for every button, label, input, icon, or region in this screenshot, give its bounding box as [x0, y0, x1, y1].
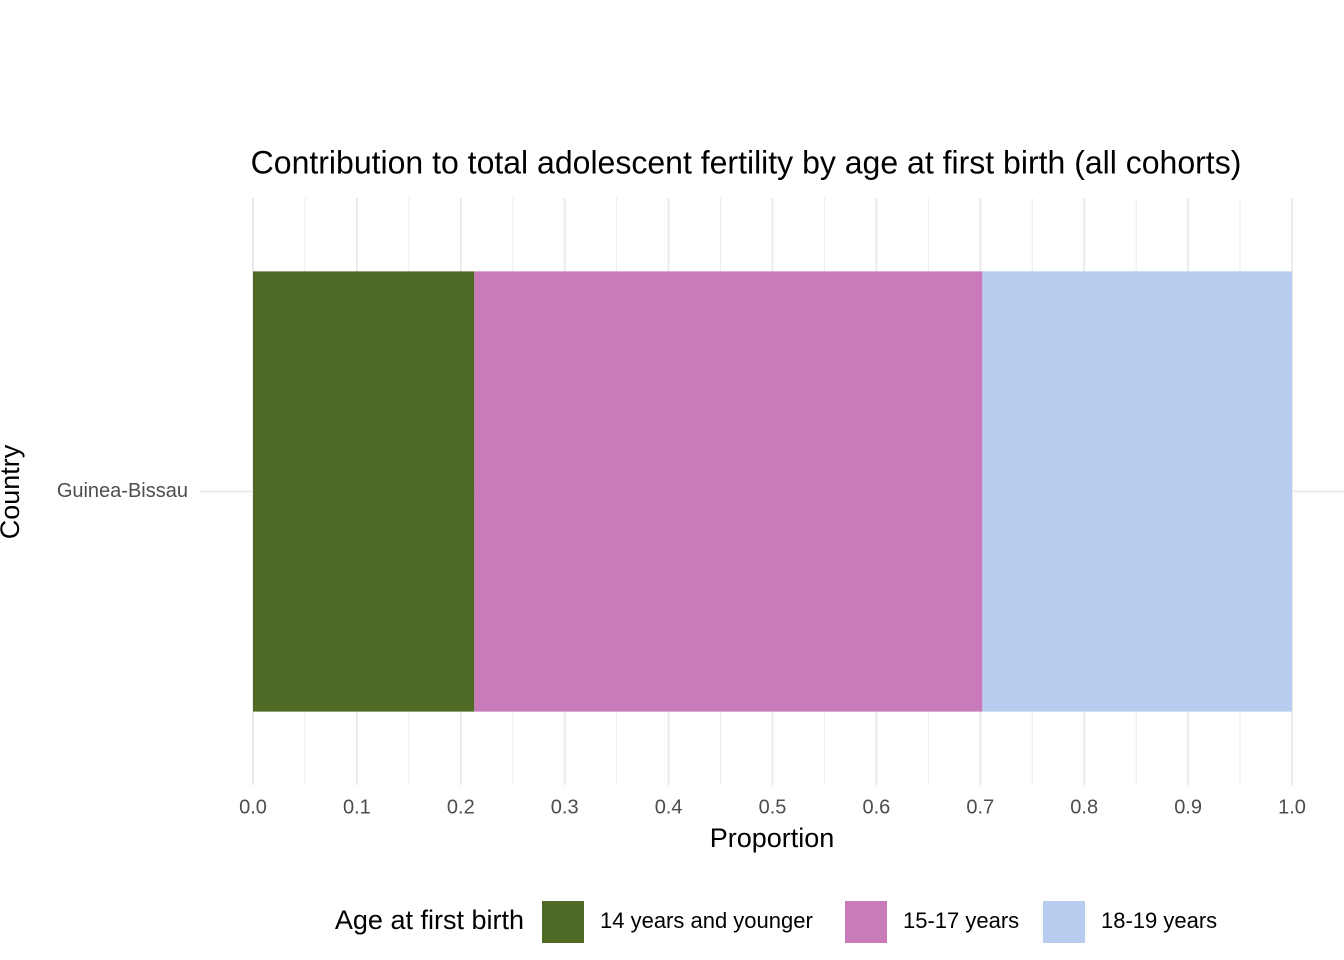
- x-axis-label: Proportion: [710, 823, 835, 853]
- legend-swatch: [542, 901, 584, 943]
- bar-segment: [474, 271, 983, 712]
- x-tick-label: 0.0: [239, 796, 267, 818]
- x-tick-label: 0.3: [551, 796, 579, 818]
- x-tick-label: 0.2: [447, 796, 475, 818]
- x-tick-label: 0.4: [655, 796, 683, 818]
- legend-swatch: [1043, 901, 1085, 943]
- y-axis-label: Country: [0, 444, 25, 539]
- x-tick-label: 1.0: [1278, 796, 1306, 818]
- bar-segment: [982, 271, 1292, 712]
- x-tick-label: 0.8: [1070, 796, 1098, 818]
- x-tick-label: 0.6: [862, 796, 890, 818]
- legend-label: 18-19 years: [1101, 908, 1217, 933]
- x-tick-label: 0.5: [759, 796, 787, 818]
- legend-label: 15-17 years: [903, 908, 1019, 933]
- legend-title: Age at first birth: [335, 905, 524, 935]
- x-tick-label: 0.1: [343, 796, 371, 818]
- legend-label: 14 years and younger: [600, 908, 813, 933]
- y-tick-label: Guinea-Bissau: [57, 480, 188, 502]
- x-tick-label: 0.7: [966, 796, 994, 818]
- chart-title: Contribution to total adolescent fertili…: [251, 144, 1242, 180]
- legend-swatch: [845, 901, 887, 943]
- bar-segment: [253, 271, 475, 712]
- x-tick-label: 0.9: [1174, 796, 1202, 818]
